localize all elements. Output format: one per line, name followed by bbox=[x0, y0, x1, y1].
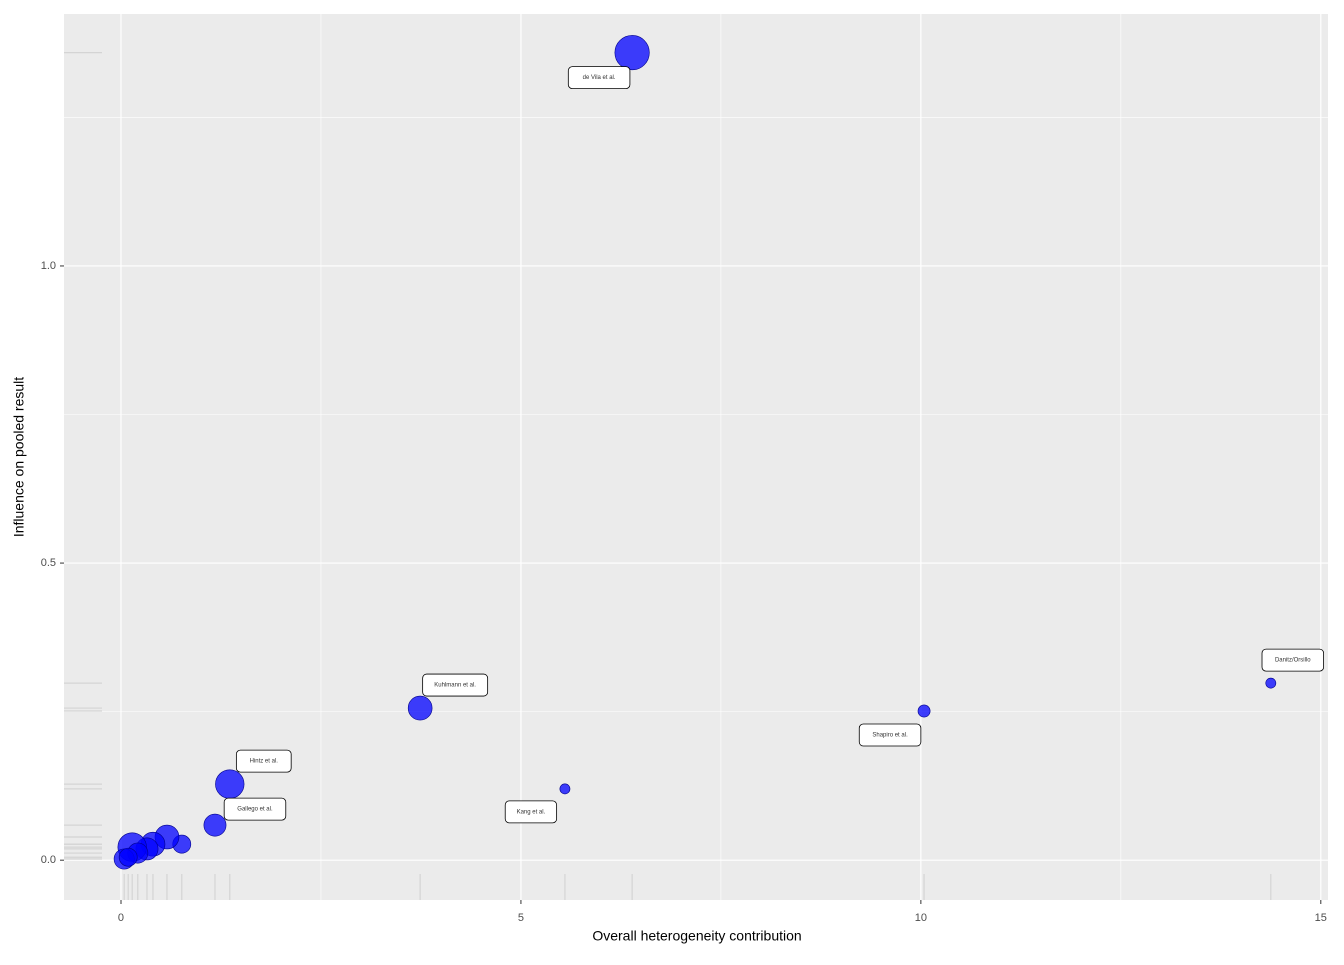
point-label: Shapiro et al. bbox=[872, 733, 908, 739]
y-tick-label: 0.5 bbox=[41, 557, 56, 569]
point bbox=[118, 847, 138, 867]
point-label: Kuhlmann et al. bbox=[434, 683, 476, 689]
point-label: Kang et al. bbox=[517, 809, 546, 815]
label-box bbox=[504, 800, 558, 824]
x-tick-label: 10 bbox=[915, 912, 927, 924]
label-box bbox=[1261, 648, 1325, 672]
label-box bbox=[422, 673, 489, 697]
x-tick-label: 0 bbox=[118, 912, 124, 924]
point bbox=[917, 704, 931, 718]
point bbox=[215, 769, 245, 799]
label-box bbox=[858, 723, 922, 747]
y-tick-label: 0.0 bbox=[41, 854, 56, 866]
label-box bbox=[223, 797, 287, 821]
point bbox=[559, 783, 571, 795]
label-box bbox=[567, 66, 631, 90]
point-label: de Vila et al. bbox=[583, 75, 616, 81]
point bbox=[203, 813, 227, 837]
y-tick-label: 1.0 bbox=[41, 260, 56, 272]
point bbox=[407, 695, 433, 721]
point bbox=[1265, 677, 1277, 689]
point-label: Gallego et al. bbox=[237, 807, 273, 813]
x-tick-label: 15 bbox=[1315, 912, 1327, 924]
x-axis-title: Overall heterogeneity contribution bbox=[592, 928, 801, 944]
point bbox=[614, 35, 650, 71]
label-box bbox=[235, 749, 292, 773]
x-tick-label: 5 bbox=[518, 912, 524, 924]
point-label: Hintz et al. bbox=[250, 759, 279, 765]
point-label: Danitz/Orsillo bbox=[1275, 658, 1311, 664]
y-axis-title: Influence on pooled result bbox=[11, 377, 27, 537]
